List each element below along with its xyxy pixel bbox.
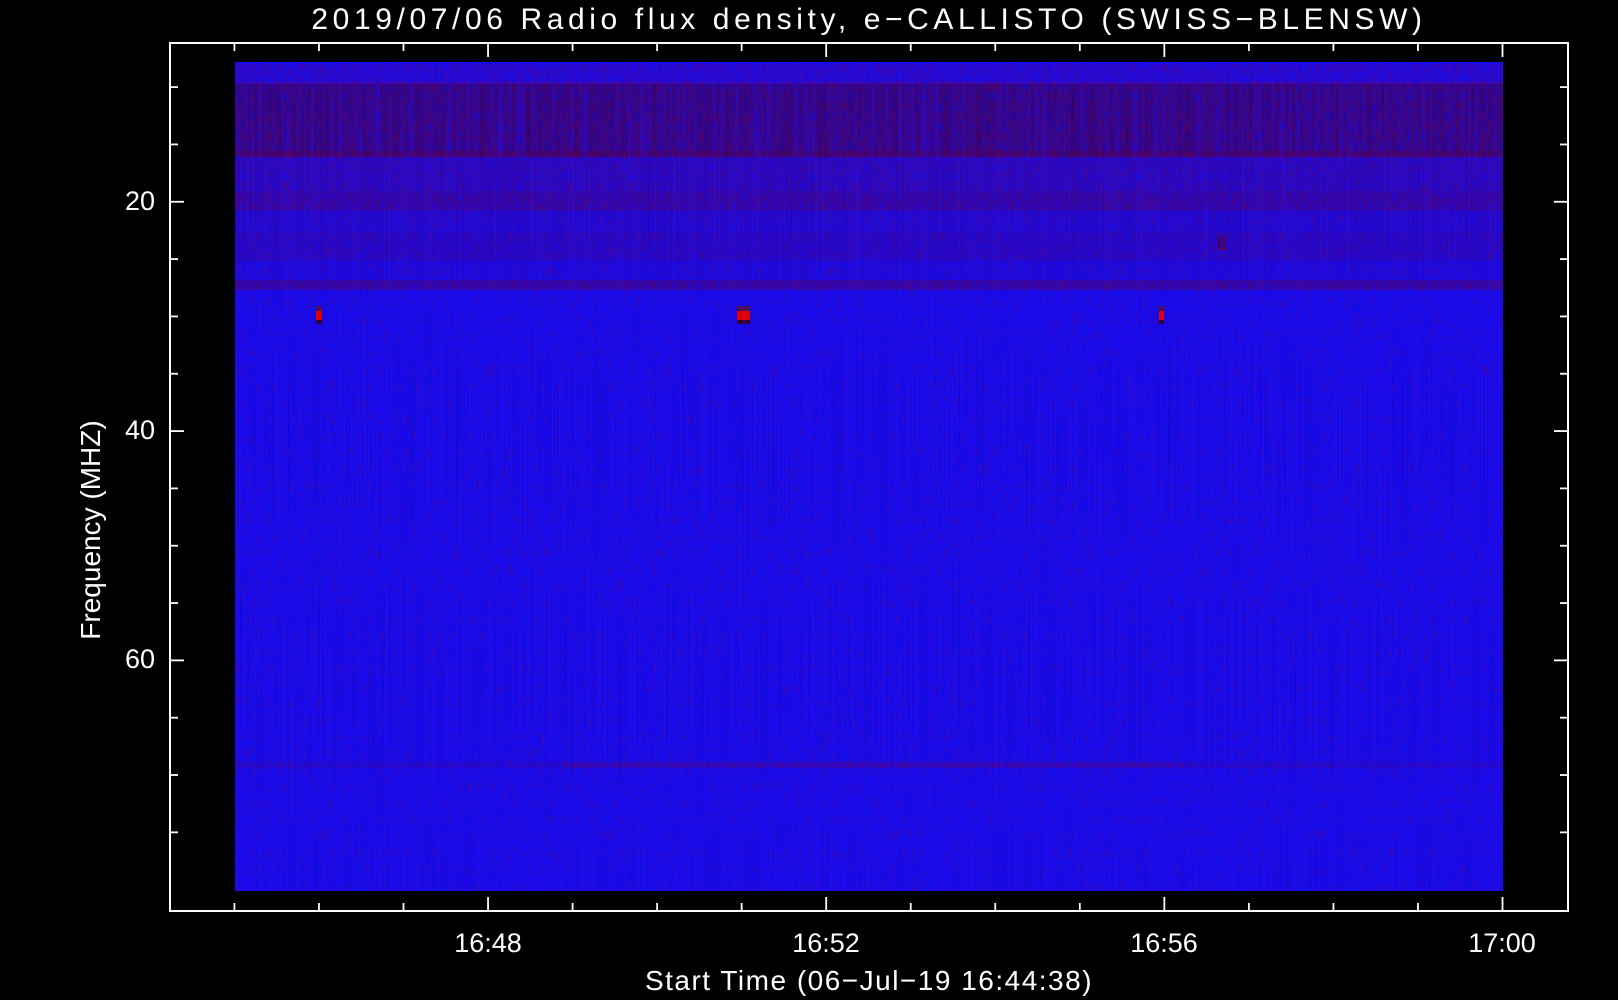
svg-text:40: 40	[125, 415, 155, 445]
svg-text:17:00: 17:00	[1468, 928, 1536, 958]
svg-text:2019/07/06 Radio flux density: 2019/07/06 Radio flux density, e−CALLIST…	[311, 3, 1426, 36]
svg-text:Frequency (MHZ): Frequency (MHZ)	[75, 420, 106, 639]
svg-text:16:52: 16:52	[792, 928, 860, 958]
svg-text:16:48: 16:48	[454, 928, 522, 958]
svg-text:Start Time (06−Jul−19 16:44:3: Start Time (06−Jul−19 16:44:38)	[645, 965, 1093, 996]
svg-text:16:56: 16:56	[1130, 928, 1198, 958]
svg-text:60: 60	[125, 644, 155, 674]
svg-text:20: 20	[125, 186, 155, 216]
